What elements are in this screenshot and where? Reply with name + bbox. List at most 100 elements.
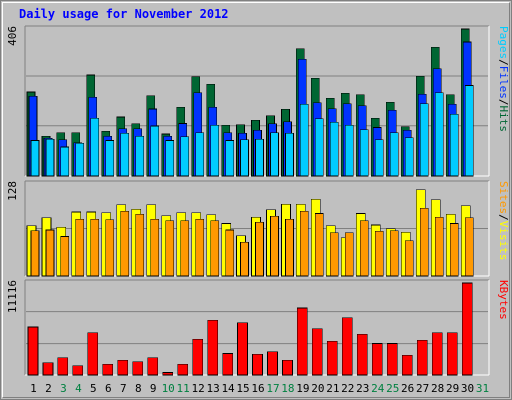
day-label: 10 — [162, 382, 175, 395]
sites-bar — [240, 241, 249, 277]
day-label: 15 — [236, 382, 249, 395]
sites-bar — [180, 220, 189, 277]
kbytes-bar — [461, 282, 473, 376]
chart-title: Daily usage for November 2012 — [19, 7, 229, 21]
pages-bar — [75, 143, 85, 177]
day-label: 16 — [251, 382, 264, 395]
legend-item: Visits — [497, 221, 510, 261]
day-label: 12 — [192, 382, 205, 395]
kbytes-bar — [207, 320, 218, 376]
sites-bar — [165, 220, 175, 277]
pages-bar — [359, 129, 369, 177]
legend-item: / — [497, 214, 510, 221]
sites-bar — [434, 216, 444, 277]
kbytes-bar — [431, 332, 443, 376]
day-label: 2 — [45, 382, 52, 395]
sites-bar — [345, 232, 354, 277]
sites-bar — [374, 231, 384, 277]
kbytes-bar — [386, 343, 398, 376]
day-label: 28 — [431, 382, 444, 395]
kbytes-bar — [356, 334, 368, 376]
legend-item: Sites — [497, 181, 510, 214]
kbytes-bar — [27, 326, 39, 376]
day-label: 30 — [461, 382, 474, 395]
day-label: 19 — [296, 382, 309, 395]
kbytes-bar — [401, 354, 413, 376]
day-label: 24 — [371, 382, 385, 395]
day-label: 13 — [206, 382, 219, 395]
kbytes-bar — [371, 343, 383, 376]
day-label: 6 — [105, 382, 112, 395]
kbytes-bar — [222, 353, 233, 376]
day-label: 11 — [177, 382, 190, 395]
pages-bar — [180, 136, 189, 177]
kbytes-bar — [102, 363, 114, 376]
pages-bar — [464, 85, 474, 177]
kbytes-bar — [72, 365, 84, 376]
kbytes-bar — [147, 357, 159, 376]
pages-bar — [30, 140, 40, 177]
kbytes-bar — [312, 328, 323, 376]
kbytes-bar — [342, 317, 353, 376]
kbytes-bar — [132, 361, 144, 376]
kbytes-bar — [162, 372, 174, 376]
sites-bar — [90, 218, 100, 277]
pages-bar — [270, 132, 279, 177]
pages-bar — [389, 132, 399, 177]
pages-bar — [419, 103, 429, 177]
kbytes-bar — [282, 359, 293, 376]
day-label: 29 — [446, 382, 459, 395]
sites-bar — [150, 218, 160, 277]
kbytes-bar — [297, 307, 308, 376]
day-label: 4 — [75, 382, 82, 395]
sites-bar — [60, 236, 70, 277]
legend-item: Hits — [497, 106, 510, 133]
pages-bar — [210, 125, 219, 177]
day-label: 7 — [120, 382, 127, 395]
legend: Sites/Visits — [497, 181, 510, 261]
sites-bar — [255, 221, 264, 277]
y-axis-max-label: 128 — [6, 181, 19, 201]
sites-bar — [210, 220, 219, 277]
kbytes-bar — [416, 339, 428, 376]
sites-bar — [300, 211, 309, 277]
sites-bar — [419, 208, 429, 277]
kbytes-bar — [87, 332, 99, 376]
kbytes-bar — [252, 354, 263, 376]
kbytes-bar — [42, 362, 54, 376]
pages-bar — [449, 114, 459, 177]
day-label: 21 — [326, 382, 339, 395]
pages-bar — [45, 138, 55, 177]
pages-bar — [165, 140, 175, 177]
pages-bar — [90, 117, 100, 177]
y-axis-max-label: 11116 — [6, 280, 19, 313]
pages-bar — [404, 137, 414, 177]
day-label: 9 — [150, 382, 157, 395]
pages-bar — [150, 125, 160, 177]
sites-bar — [195, 218, 204, 277]
sites-bar — [45, 229, 55, 277]
legend-item: / — [497, 99, 510, 106]
pages-bar — [345, 125, 354, 177]
pages-bar — [225, 140, 234, 177]
day-label: 20 — [311, 382, 324, 395]
pages-bar — [255, 138, 264, 177]
sites-bar — [389, 230, 399, 277]
sites-bar — [315, 213, 324, 277]
day-label: 25 — [386, 382, 399, 395]
sites-bar — [270, 216, 279, 277]
legend: Pages/Files/Hits — [497, 26, 510, 132]
legend-item: KBytes — [497, 280, 510, 320]
kbytes-bar — [327, 340, 338, 376]
day-label: 22 — [341, 382, 354, 395]
day-label: 26 — [401, 382, 414, 395]
sites-bar — [135, 213, 145, 277]
day-label: 3 — [60, 382, 67, 395]
pages-bar — [434, 92, 444, 177]
pages-bar — [374, 139, 384, 177]
pages-bar — [315, 118, 324, 177]
day-label: 18 — [281, 382, 294, 395]
pages-bar — [135, 135, 145, 177]
